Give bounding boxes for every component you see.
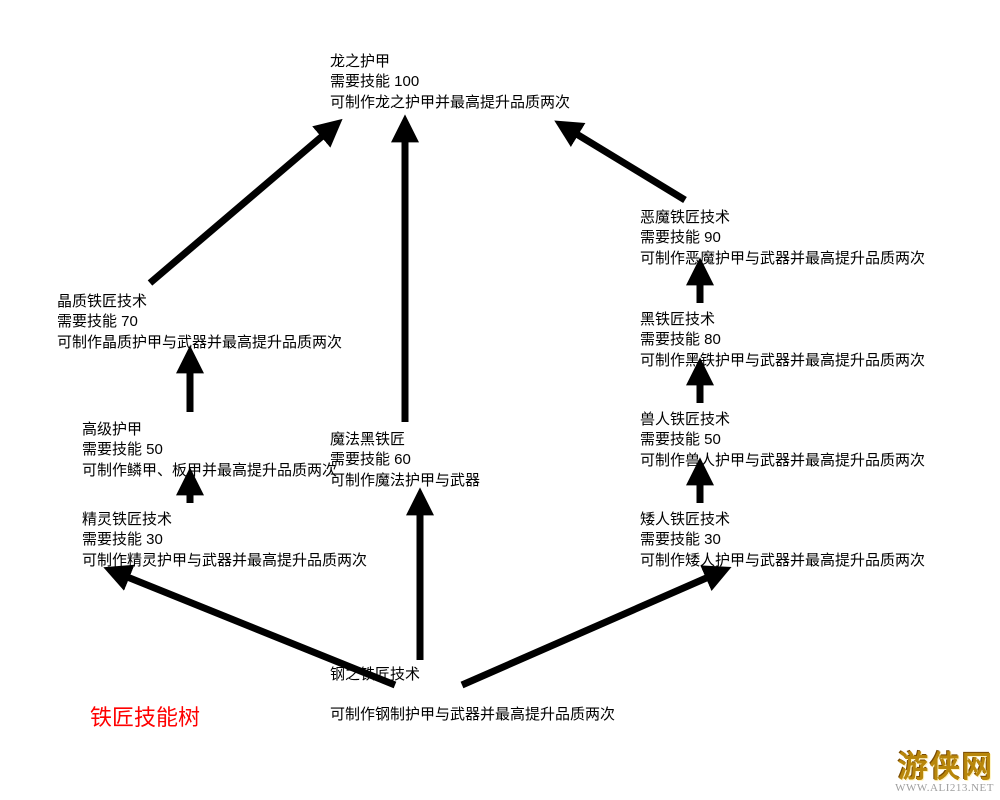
node-dragon: 龙之护甲 需要技能 100 可制作龙之护甲并最高提升品质两次 — [330, 52, 570, 113]
node-orc-line1: 兽人铁匠技术 — [640, 410, 925, 430]
watermark-url: WWW.ALI213.NET — [895, 782, 994, 794]
node-magic-line2: 需要技能 60 — [330, 450, 480, 470]
node-dwarf-line1: 矮人铁匠技术 — [640, 510, 925, 530]
diagram-title: 铁匠技能树 — [90, 700, 200, 732]
watermark: 游侠网 WWW.ALI213.NET — [895, 742, 994, 794]
node-dragon-line1: 龙之护甲 — [330, 52, 570, 72]
node-crystal-line3: 可制作晶质护甲与武器并最高提升品质两次 — [57, 333, 342, 353]
node-root-line1: 钢之铁匠技术 — [330, 665, 615, 685]
node-demon-line2: 需要技能 90 — [640, 228, 925, 248]
watermark-text: 游侠网 — [895, 742, 994, 786]
node-dwarf-line2: 需要技能 30 — [640, 530, 925, 550]
node-ebony: 黑铁匠技术 需要技能 80 可制作黑铁护甲与武器并最高提升品质两次 — [640, 310, 925, 371]
node-magic-line3: 可制作魔法护甲与武器 — [330, 471, 480, 491]
node-elf-line3: 可制作精灵护甲与武器并最高提升品质两次 — [82, 551, 367, 571]
node-root: 钢之铁匠技术 可制作钢制护甲与武器并最高提升品质两次 — [330, 665, 615, 726]
node-advanced: 高级护甲 需要技能 50 可制作鳞甲、板甲并最高提升品质两次 — [82, 420, 337, 481]
node-elf: 精灵铁匠技术 需要技能 30 可制作精灵护甲与武器并最高提升品质两次 — [82, 510, 367, 571]
node-ebony-line3: 可制作黑铁护甲与武器并最高提升品质两次 — [640, 351, 925, 371]
node-dwarf-line3: 可制作矮人护甲与武器并最高提升品质两次 — [640, 551, 925, 571]
node-advanced-line1: 高级护甲 — [82, 420, 337, 440]
node-ebony-line1: 黑铁匠技术 — [640, 310, 925, 330]
node-crystal-line2: 需要技能 70 — [57, 312, 342, 332]
node-crystal: 晶质铁匠技术 需要技能 70 可制作晶质护甲与武器并最高提升品质两次 — [57, 292, 342, 353]
node-demon: 恶魔铁匠技术 需要技能 90 可制作恶魔护甲与武器并最高提升品质两次 — [640, 208, 925, 269]
node-demon-line1: 恶魔铁匠技术 — [640, 208, 925, 228]
node-crystal-line1: 晶质铁匠技术 — [57, 292, 342, 312]
node-magic-line1: 魔法黑铁匠 — [330, 430, 480, 450]
node-orc-line2: 需要技能 50 — [640, 430, 925, 450]
edge-arrow — [150, 127, 333, 283]
node-dragon-line2: 需要技能 100 — [330, 72, 570, 92]
node-elf-line1: 精灵铁匠技术 — [82, 510, 367, 530]
node-root-line3: 可制作钢制护甲与武器并最高提升品质两次 — [330, 705, 615, 725]
node-magic: 魔法黑铁匠 需要技能 60 可制作魔法护甲与武器 — [330, 430, 480, 491]
node-demon-line3: 可制作恶魔护甲与武器并最高提升品质两次 — [640, 249, 925, 269]
node-dragon-line3: 可制作龙之护甲并最高提升品质两次 — [330, 93, 570, 113]
node-ebony-line2: 需要技能 80 — [640, 330, 925, 350]
node-elf-line2: 需要技能 30 — [82, 530, 367, 550]
node-orc-line3: 可制作兽人护甲与武器并最高提升品质两次 — [640, 451, 925, 471]
node-advanced-line3: 可制作鳞甲、板甲并最高提升品质两次 — [82, 461, 337, 481]
edge-arrow — [565, 127, 685, 200]
node-dwarf: 矮人铁匠技术 需要技能 30 可制作矮人护甲与武器并最高提升品质两次 — [640, 510, 925, 571]
node-root-spacer — [330, 685, 615, 705]
node-advanced-line2: 需要技能 50 — [82, 440, 337, 460]
node-orc: 兽人铁匠技术 需要技能 50 可制作兽人护甲与武器并最高提升品质两次 — [640, 410, 925, 471]
